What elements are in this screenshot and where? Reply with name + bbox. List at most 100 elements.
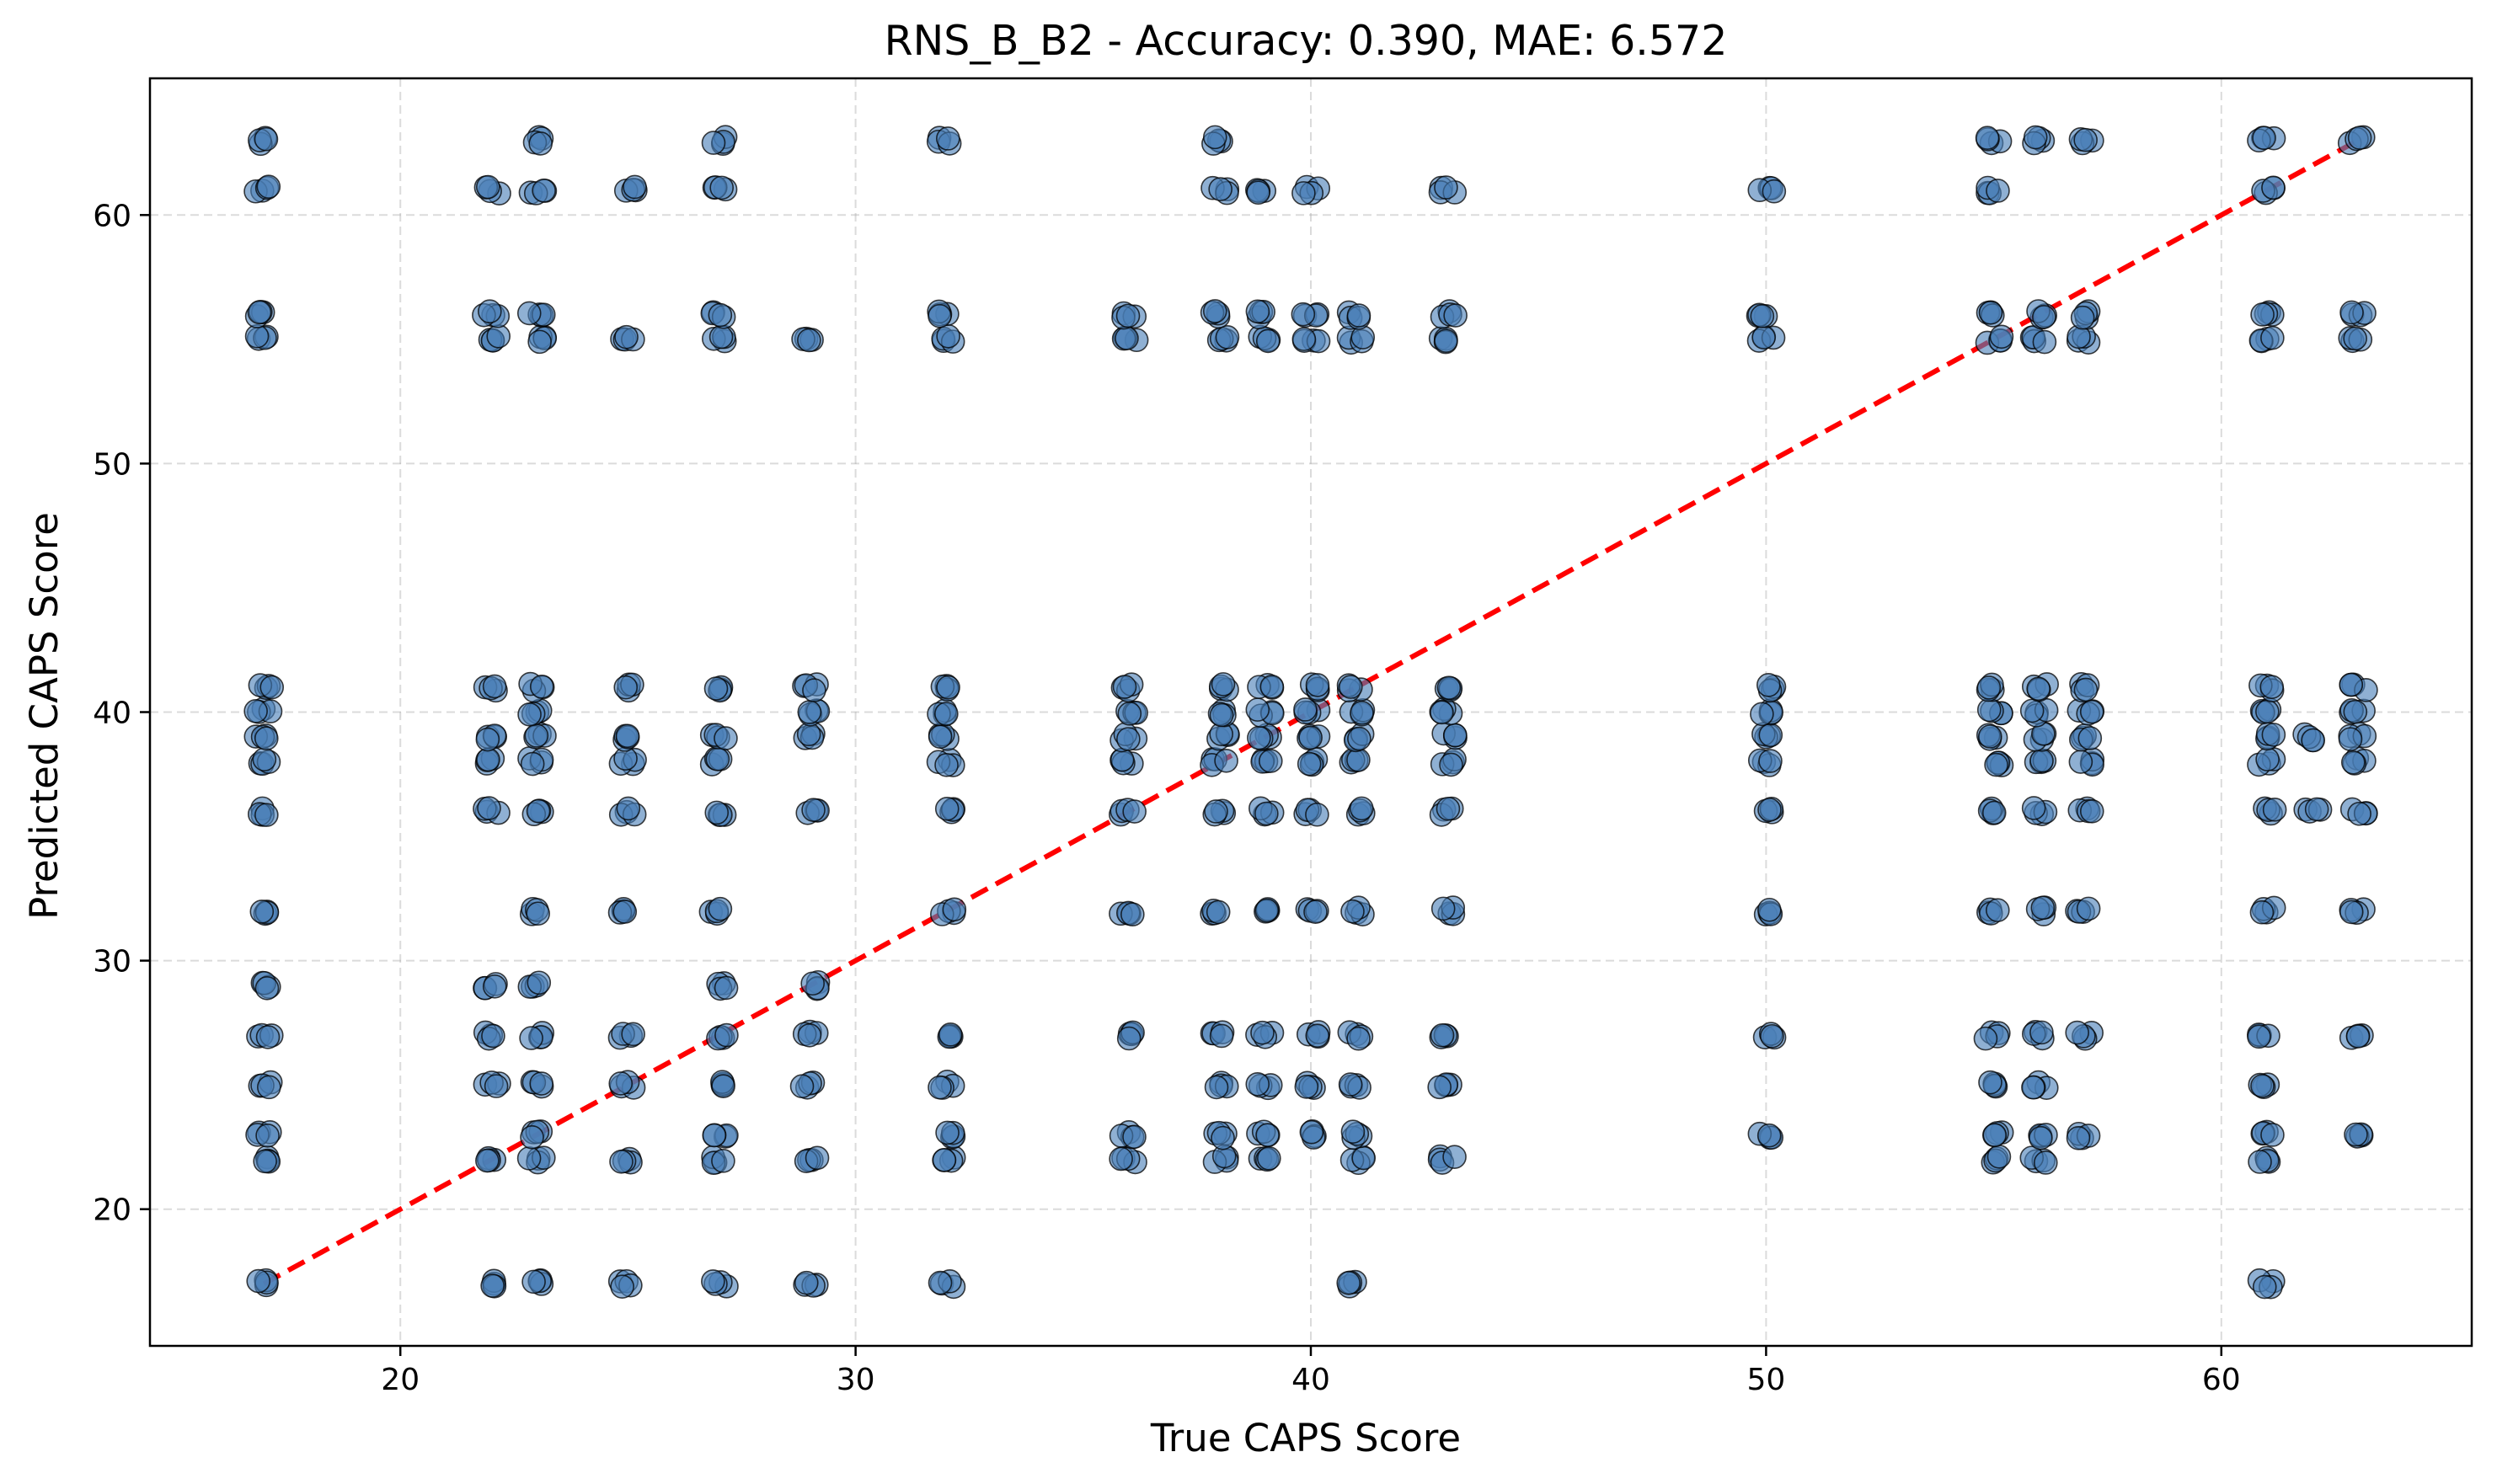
data-point [2029,1125,2053,1150]
data-point [797,1022,822,1048]
data-point [1340,899,1365,924]
data-point [2347,801,2371,826]
data-point [2301,728,2326,753]
data-point [1338,1072,1363,1097]
data-point [701,1269,725,1294]
data-point [2338,727,2363,751]
data-point [1245,1071,1270,1097]
data-point [1115,303,1141,328]
data-point [609,1150,634,1174]
data-point [1202,299,1227,323]
data-point [1984,752,2008,777]
data-point [2070,305,2095,330]
data-point [1116,1026,1142,1051]
data-point [1443,723,1468,748]
data-point [1350,701,1374,725]
data-point [701,131,726,155]
data-point [1430,1022,1455,1048]
y-tick-label-20: 20 [93,1193,131,1228]
data-point [2252,1274,2277,1300]
data-point [1750,702,1774,727]
data-point [1430,896,1456,921]
data-point [249,899,275,924]
data-point [517,702,542,727]
x-tick-label-60: 60 [2202,1363,2241,1397]
data-point [252,747,277,771]
data-point [623,174,647,200]
data-point [1204,799,1228,824]
data-point [2252,125,2276,151]
data-point [484,1074,509,1098]
data-point [1757,798,1782,822]
data-point [1758,749,1783,773]
data-points [243,125,2378,1300]
data-point [1351,1145,1377,1171]
data-point [1209,702,1234,728]
data-point [802,678,826,702]
data-point [2032,305,2056,329]
data-point [932,1148,957,1172]
data-point [1245,697,1270,722]
data-point [805,1145,830,1171]
data-point [1250,1020,1275,1045]
data-point [1350,325,1376,350]
data-point [800,971,825,996]
data-point [2261,175,2286,200]
data-point [928,1075,952,1100]
data-point [797,328,821,353]
data-point [2250,1074,2275,1098]
data-point [1760,1023,1784,1049]
data-point [610,1274,634,1299]
data-point [528,131,553,156]
x-axis-label: True CAPS Score [1150,1416,1461,1460]
data-point [2343,699,2368,724]
data-point [1215,325,1240,350]
data-point [1436,796,1461,821]
data-point [616,796,641,821]
data-point [527,970,552,996]
data-point [1443,303,1468,328]
data-point [1211,672,1236,697]
data-point [524,723,549,748]
data-point [526,901,550,926]
data-point [486,323,511,349]
data-point [516,1146,542,1171]
data-point [516,301,542,326]
data-point [2023,125,2048,150]
data-point [1117,702,1142,726]
data-point [704,800,730,825]
data-point [1211,1125,1235,1150]
data-point [2076,896,2101,921]
data-point [1291,327,1317,351]
data-point [2065,1020,2089,1045]
data-point [254,726,279,751]
data-point [1975,125,2000,150]
data-point [477,796,501,820]
data-point [481,1023,505,1049]
data-point [1434,175,1458,200]
data-point [255,1123,280,1148]
data-point [2073,677,2099,702]
data-point [1349,796,1374,821]
data-point [708,324,734,350]
data-point [938,1022,963,1047]
data-point [2260,325,2285,350]
data-point [2304,797,2329,822]
data-point [257,1075,281,1100]
data-point [475,727,500,752]
data-point [1346,1026,1371,1051]
data-point [246,1268,271,1294]
x-tick-label-30: 30 [837,1363,875,1397]
data-point [1986,1145,2012,1169]
data-point [1214,748,1238,773]
data-point [475,1148,500,1173]
data-point [243,699,268,723]
data-point [2247,1024,2271,1049]
data-point [2255,699,2280,724]
axis-ticks: 20 30 40 50 60 20 30 40 50 60 [93,199,2241,1397]
data-point [1973,1026,1998,1051]
data-point [801,798,826,822]
data-point [254,976,280,1001]
data-point [1346,303,1371,328]
